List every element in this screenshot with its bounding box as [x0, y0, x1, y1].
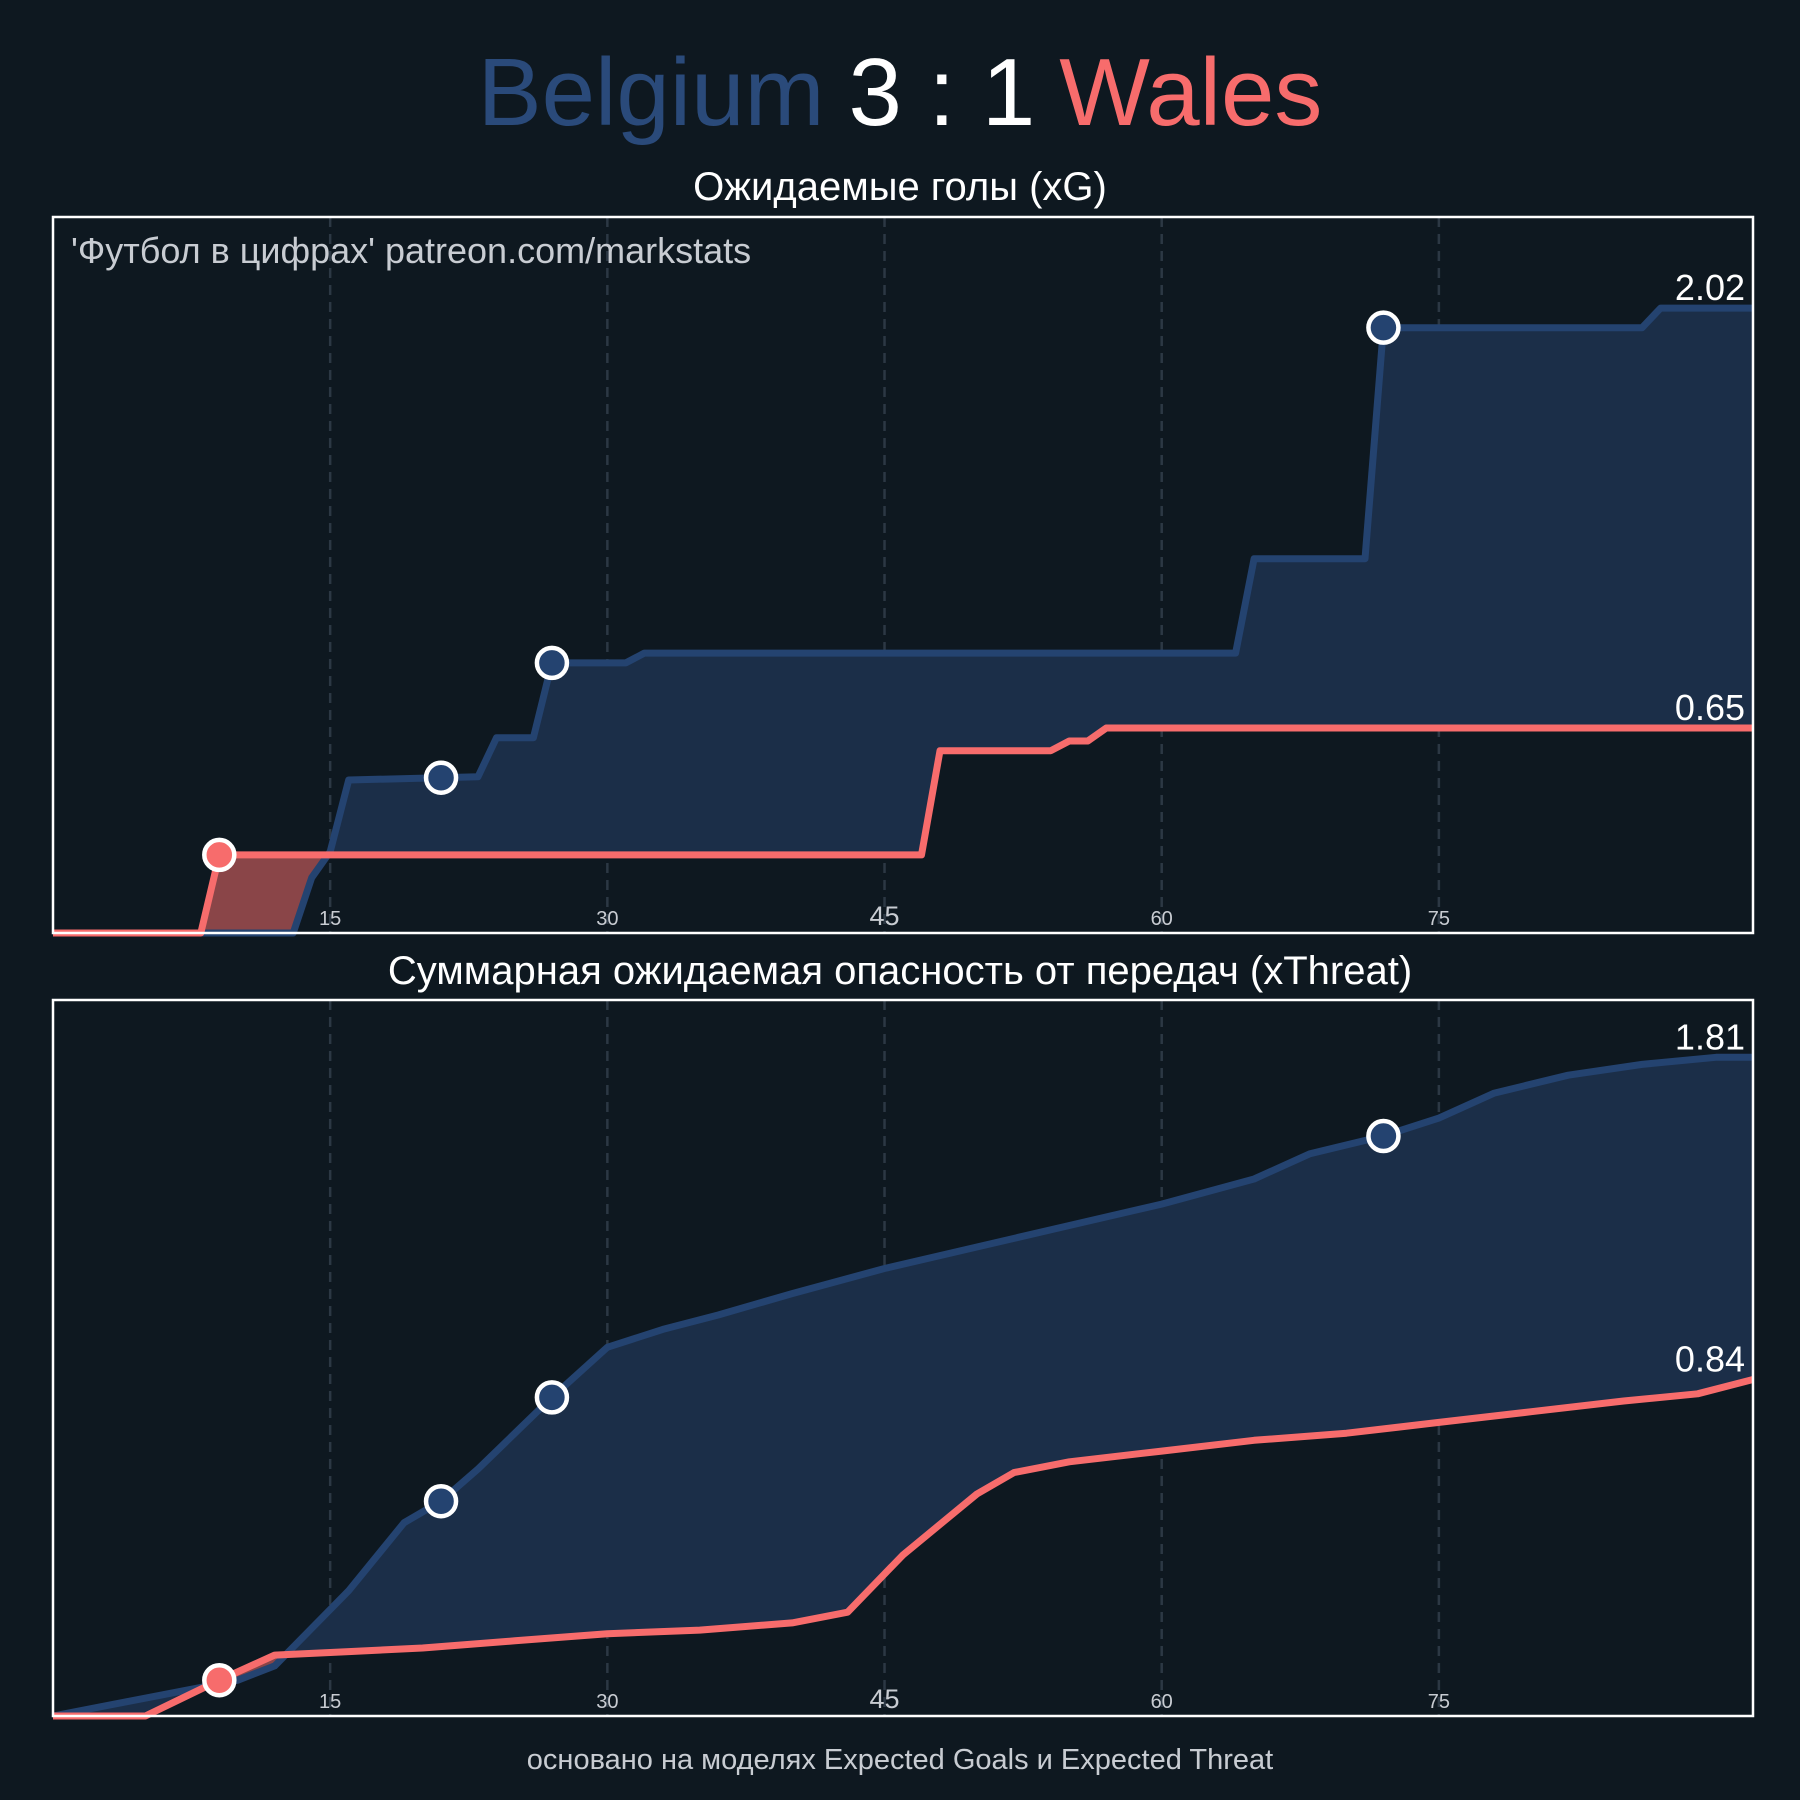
chart-frame: [51, 998, 1755, 1718]
away-total-label: 0.84: [1675, 1338, 1745, 1379]
watermark-text: 'Футбол в цифрах' patreon.com/markstats: [71, 230, 751, 271]
x-tick-label: 75: [1428, 908, 1450, 930]
x-tick-label: 30: [596, 1691, 618, 1713]
match-score: 3 : 1: [848, 39, 1036, 146]
x-tick-label: 75: [1428, 1691, 1450, 1713]
xthreat-chart-title: Суммарная ожидаемая опасность от передач…: [387, 949, 1413, 993]
home-goal-marker: [423, 760, 459, 795]
away-series-line: [53, 1376, 1754, 1720]
home-goal-marker: [1366, 310, 1401, 345]
x-tick-label: 60: [1151, 1691, 1173, 1713]
x-tick-label: 15: [319, 908, 341, 930]
x-tick-label: 45: [869, 1684, 899, 1714]
away-goal-marker: [202, 1662, 237, 1698]
away-series-line: [53, 724, 1753, 937]
x-tick-label: 60: [1151, 908, 1173, 930]
home-goal-marker: [1366, 1118, 1401, 1154]
xg-chart-title: Ожидаемые голы (xG): [693, 165, 1107, 209]
x-tick-label: 15: [319, 1691, 341, 1713]
home-goal-marker: [534, 645, 570, 681]
home-goal-marker: [423, 1483, 459, 1519]
home-advantage-area: [287, 1057, 1754, 1655]
home-total-label: 1.81: [1675, 1016, 1745, 1057]
footer-note: основано на моделях Expected Goals и Exp…: [526, 1744, 1274, 1776]
chart-panel-2: 15 30 45 60 75 1.81 0.84: [51, 998, 1755, 1720]
away-goal-marker: [202, 837, 237, 873]
chart-frame: [51, 215, 1755, 935]
x-tick-label: 30: [596, 908, 618, 930]
home-total-label: 2.02: [1675, 267, 1745, 308]
away-total-label: 0.65: [1675, 687, 1745, 728]
away-team-name: Wales: [1059, 39, 1323, 146]
home-team-name: Belgium: [477, 39, 825, 146]
home-series-line: [52, 1053, 1753, 1720]
home-goal-marker: [534, 1380, 570, 1415]
x-tick-label: 45: [869, 901, 899, 931]
match-header: Belgium 3 : 1 Wales: [0, 38, 1800, 148]
chart-panel-1: 15 30 45 60 75 2.02 0.65 'Футбол в цифрах' patr…: [51, 215, 1755, 937]
home-advantage-area: [330, 308, 1754, 855]
